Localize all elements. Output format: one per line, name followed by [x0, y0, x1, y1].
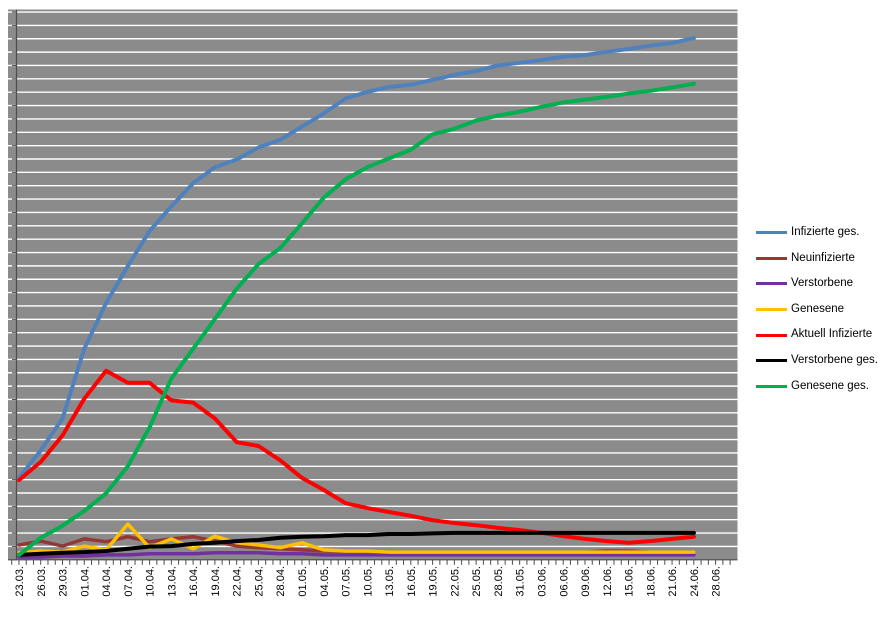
legend-swatch-neuinfizierte — [756, 256, 787, 260]
x-axis-label: 06.06. — [558, 566, 570, 597]
legend-item-infizierte-ges: Infizierte ges. — [756, 220, 888, 246]
legend-label-verstorbene-ges: Verstorbene ges. — [791, 354, 878, 367]
x-axis-label: 19.05. — [428, 566, 440, 597]
series-line-genesene — [17, 522, 696, 555]
legend-label-infizierte-ges: Infizierte ges. — [791, 226, 860, 239]
x-axis-label: 23.03. — [14, 566, 26, 597]
legend-label-genesene: Genesene — [791, 302, 845, 315]
x-axis-label: 18.06. — [645, 566, 657, 597]
x-axis-label: 04.05. — [319, 566, 331, 597]
x-axis-label: 01.04. — [79, 566, 91, 597]
x-axis-label: 28.04. — [275, 566, 287, 597]
x-axis-label: 25.04. — [253, 566, 265, 597]
series-line-aktuell-infizierte — [17, 368, 696, 545]
legend-item-verstorbene-ges: Verstorbene ges. — [756, 348, 888, 374]
x-axis-label: 16.05. — [406, 566, 418, 597]
x-axis-label: 09.06. — [580, 566, 592, 597]
legend-item-aktuell-infizierte: Aktuell Infizierte — [756, 322, 888, 348]
legend-swatch-genesene — [756, 308, 787, 312]
legend-swatch-verstorbene-ges — [756, 359, 787, 363]
x-axis-label: 21.06. — [667, 566, 679, 597]
x-axis-label: 13.05. — [384, 566, 396, 597]
legend-item-verstorbene: Verstorbene — [756, 271, 888, 297]
x-axis-label: 25.05. — [471, 566, 483, 597]
legend-label-neuinfizierte: Neuinfizierte — [791, 251, 855, 264]
x-axis-label: 19.04. — [210, 566, 222, 597]
gridlines — [8, 11, 738, 548]
legend-swatch-genesene-ges — [756, 384, 787, 388]
x-axis-label: 16.04. — [188, 566, 200, 597]
x-axis-label: 07.05. — [341, 566, 353, 597]
x-axis-label: 28.06. — [711, 566, 723, 597]
legend-label-genesene-ges: Genesene ges. — [791, 379, 870, 392]
x-axis-label: 22.05. — [449, 566, 461, 597]
legend-item-genesene: Genesene — [756, 297, 888, 323]
x-axis-label: 26.03. — [36, 566, 48, 597]
x-axis-label: 10.04. — [145, 566, 157, 597]
legend-label-aktuell-infizierte: Aktuell Infizierte — [791, 328, 873, 341]
legend-item-genesene-ges: Genesene ges. — [756, 374, 888, 400]
x-axis-label: 24.06. — [689, 566, 701, 597]
x-axis-label: 15.06. — [624, 566, 636, 597]
legend-label-verstorbene: Verstorbene — [791, 277, 854, 290]
x-axis-label: 13.04. — [166, 566, 178, 597]
series-line-infizierte-ges — [17, 36, 696, 480]
series-line-verstorbene-ges — [17, 530, 696, 557]
legend-swatch-verstorbene — [756, 282, 787, 286]
x-axis-label: 01.05. — [297, 566, 309, 597]
legend-swatch-infizierte-ges — [756, 231, 787, 235]
x-axis — [8, 559, 738, 565]
x-axis-label: 03.06. — [536, 566, 548, 597]
series-line-verstorbene — [17, 550, 696, 559]
x-axis-label: 29.03. — [58, 566, 70, 597]
chart-legend: Infizierte ges. Neuinfizierte Verstorbene G… — [756, 220, 888, 399]
plot-area — [8, 9, 738, 560]
y-axis — [12, 9, 18, 561]
legend-item-neuinfizierte: Neuinfizierte — [756, 246, 888, 272]
x-axis-label: 22.04. — [232, 566, 244, 597]
x-axis-label: 31.05. — [515, 566, 527, 597]
x-axis-labels: 23.03. 26.03. 29.03. 01.04. 04.04. 07.04. 10.0… — [14, 566, 723, 597]
legend-swatch-aktuell-infizierte — [756, 333, 787, 337]
x-axis-label: 04.04. — [101, 566, 113, 597]
x-axis-label: 12.06. — [602, 566, 614, 597]
x-axis-label: 07.04. — [123, 566, 135, 597]
x-axis-label: 28.05. — [493, 566, 505, 597]
x-axis-label: 10.05. — [362, 566, 374, 597]
series-line-genesene-ges — [17, 81, 696, 557]
